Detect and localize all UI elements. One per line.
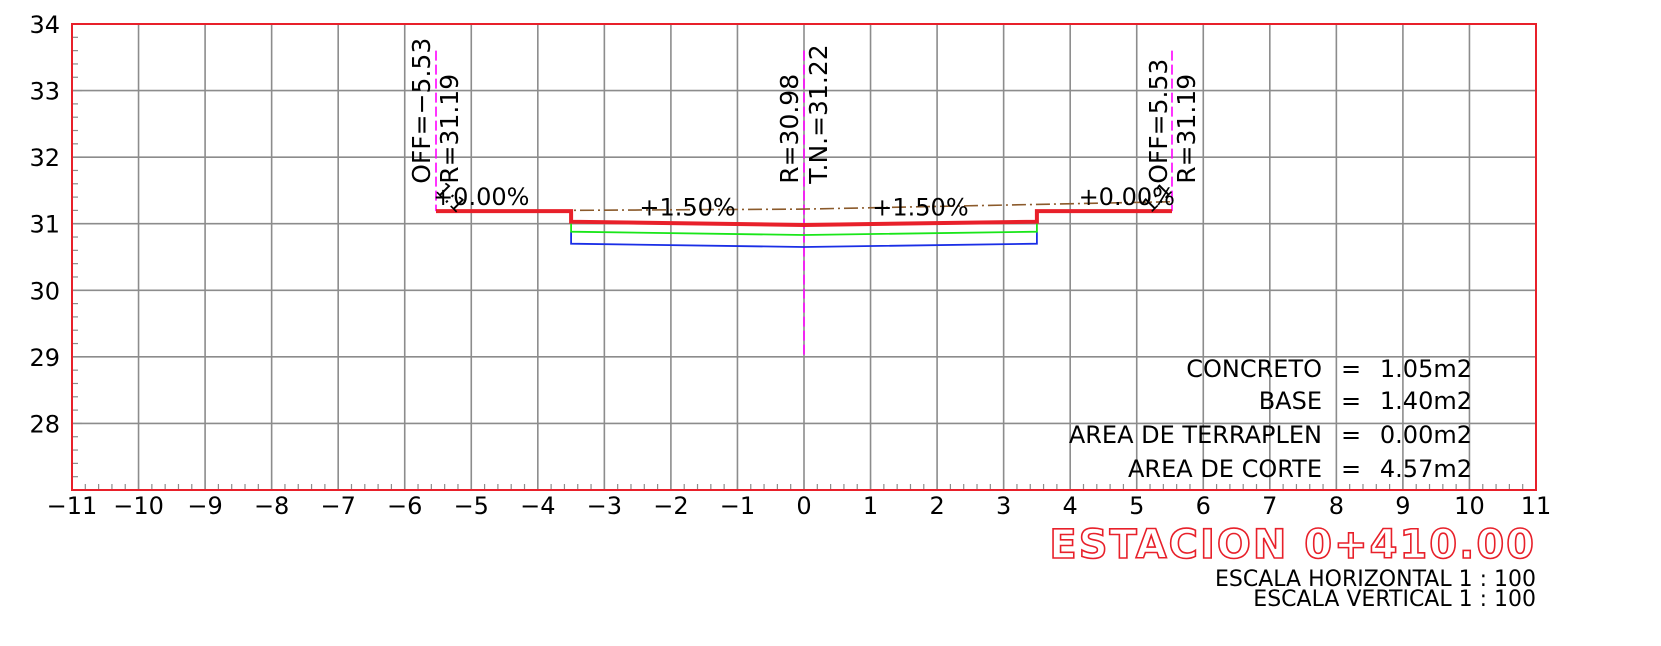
x-tick-label: −6 — [387, 492, 422, 520]
section-labels: OFF=−5.53R=31.19 R=30.98 T.N.=31.22 OFF=5.5… — [407, 38, 1201, 222]
slope-label: +0.00% — [1079, 183, 1175, 211]
y-tick-label: 28 — [29, 410, 60, 438]
station-title: ESTACION 0+410.00 — [1049, 522, 1536, 568]
y-tick-label: 29 — [29, 344, 60, 372]
area-value: 4.57m2 — [1380, 455, 1472, 483]
vertical-label: OFF=−5.53 — [407, 38, 436, 184]
y-tick-label: 30 — [29, 277, 60, 305]
x-tick-label: −8 — [254, 492, 289, 520]
plot-frame — [71, 23, 1537, 491]
slope-label: +0.00% — [433, 183, 529, 211]
y-tick-label: 33 — [29, 78, 60, 106]
area-equals: = — [1341, 355, 1361, 383]
x-tick-label: 5 — [1129, 492, 1144, 520]
x-tick-label: −3 — [587, 492, 622, 520]
area-equals: = — [1341, 387, 1361, 415]
area-label: BASE — [1259, 387, 1322, 415]
x-tick-label: 6 — [1196, 492, 1211, 520]
x-tick-label: −7 — [320, 492, 355, 520]
subgrade-blue-line — [570, 231, 1038, 248]
area-equals: = — [1341, 455, 1361, 483]
vertical-label: R=31.19 — [435, 74, 464, 184]
vertical-label: OFF=5.53 — [1144, 59, 1173, 184]
vertical-label: T.N.=31.22 — [804, 44, 833, 184]
slope-label: +1.50% — [872, 194, 968, 222]
x-tick-label: −5 — [454, 492, 489, 520]
x-tick-label: 2 — [929, 492, 944, 520]
x-tick-label: −1 — [720, 492, 755, 520]
y-tick-label: 31 — [29, 211, 60, 239]
area-value: 1.40m2 — [1380, 387, 1472, 415]
x-tick-label: 11 — [1521, 492, 1552, 520]
x-tick-label: −11 — [47, 492, 98, 520]
area-label: AREA DE CORTE — [1128, 455, 1322, 483]
area-equals: = — [1341, 421, 1361, 449]
x-tick-label: 1 — [863, 492, 878, 520]
area-label: AREA DE TERRAPLEN — [1069, 421, 1322, 449]
x-tick-label: 8 — [1329, 492, 1344, 520]
subgrade-green-line — [570, 221, 1038, 236]
x-tick-label: 10 — [1454, 492, 1485, 520]
area-table: CONCRETO = 1.05m2 BASE = 1.40m2 AREA DE TERRAP… — [1069, 355, 1472, 483]
area-value: 0.00m2 — [1380, 421, 1472, 449]
y-tick-label: 34 — [29, 11, 60, 39]
section-lines — [435, 50, 1173, 357]
vertical-label: R=30.98 — [775, 74, 804, 184]
x-tick-label: 4 — [1063, 492, 1078, 520]
x-tick-label: −9 — [187, 492, 222, 520]
plot-border — [71, 23, 1537, 491]
x-tick-label: 7 — [1262, 492, 1277, 520]
area-label: CONCRETO — [1186, 355, 1322, 383]
area-value: 1.05m2 — [1380, 355, 1472, 383]
axis-tick-labels: −11 −10 −9 −8 −7 −6 −5 −4 −3 −2 −1 0 1 2 3 4 5 6 7 8 9 10 1128… — [29, 11, 1551, 520]
x-tick-label: 9 — [1395, 492, 1410, 520]
y-tick-label: 32 — [29, 144, 60, 172]
vertical-label: R=31.19 — [1172, 74, 1201, 184]
x-tick-label: −4 — [520, 492, 555, 520]
finished-grade-line — [436, 209, 1172, 228]
x-tick-label: 0 — [796, 492, 811, 520]
scale-vertical: ESCALA VERTICAL 1 : 100 — [1253, 587, 1536, 612]
x-tick-label: −2 — [653, 492, 688, 520]
x-tick-label: 3 — [996, 492, 1011, 520]
scale-horizontal: ESCALA HORIZONTAL 1 : 100 — [1215, 567, 1536, 592]
x-tick-label: −10 — [113, 492, 164, 520]
slope-label: +1.50% — [639, 194, 735, 222]
